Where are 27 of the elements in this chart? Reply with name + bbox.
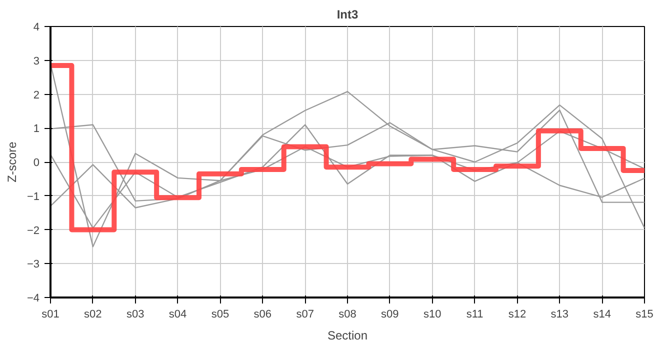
chart-title: Int3 (336, 8, 358, 22)
x-tick-label: s11 (466, 308, 484, 320)
x-tick-label: s15 (636, 308, 654, 320)
x-tick-label: s13 (550, 308, 569, 320)
x-tick-label: s08 (338, 308, 356, 320)
y-axis-title: Z-score (4, 141, 19, 182)
y-tick-label: −1 (26, 190, 40, 203)
x-tick-label: s10 (423, 308, 442, 320)
y-tick-label: −4 (26, 292, 40, 304)
x-tick-label: s06 (254, 308, 272, 320)
x-tick-label: s05 (211, 308, 230, 320)
x-tick-label: s07 (296, 308, 314, 320)
y-tick-label: −2 (26, 224, 40, 237)
y-tick-label: 1 (33, 123, 40, 136)
y-tick-label: 0 (33, 157, 40, 169)
y-tick-label: 2 (33, 89, 40, 102)
x-tick-label: s02 (84, 308, 102, 320)
y-tick-label: 4 (33, 22, 40, 34)
y-tick-label: −3 (26, 258, 40, 271)
x-tick-label: s04 (168, 308, 187, 320)
x-tick-label: s09 (381, 308, 399, 320)
x-tick-label: s12 (508, 308, 526, 320)
y-tick-label: 3 (33, 55, 40, 68)
x-tick-label: s03 (126, 308, 144, 320)
x-tick-label: s14 (593, 308, 611, 320)
x-axis-title: Section (327, 328, 368, 342)
x-tick-label: s01 (42, 308, 60, 320)
